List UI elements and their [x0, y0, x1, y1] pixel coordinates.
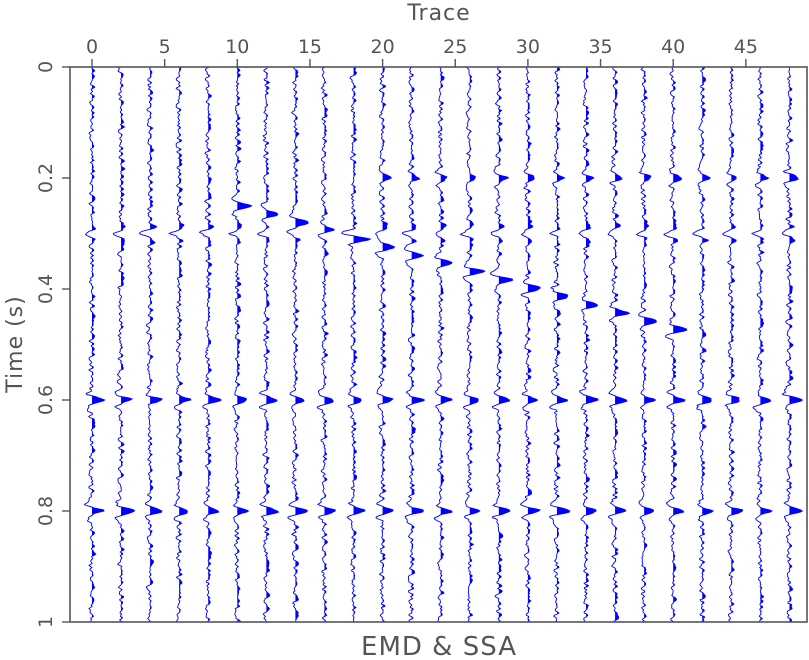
y-tick-label: 0.4 [35, 274, 57, 304]
trace-fill [789, 67, 803, 622]
trace-fill [644, 67, 657, 622]
y-tick-label: 0.6 [35, 385, 57, 415]
plot-frame [69, 66, 808, 623]
trace-fill [295, 67, 309, 622]
y-tick-label: 0.2 [35, 163, 57, 193]
ticks-layer: 0 5 10 15 20 25 30 35 40 45 0 0.2 0.4 0.6 0.8 1 [35, 36, 758, 628]
trace-fill [92, 67, 105, 622]
trace-fill [615, 67, 630, 622]
trace-fill [760, 67, 773, 622]
trace-fill [586, 67, 599, 622]
x-tick-label: 0 [86, 36, 98, 58]
chart-title: EMD & SSA [361, 632, 517, 660]
trace-fill [411, 67, 425, 622]
x-tick-label: 10 [225, 36, 249, 58]
trace-fill [440, 67, 453, 622]
trace-wiggle [138, 66, 163, 623]
y-tick-label: 0.8 [35, 496, 57, 526]
trace-fill [237, 67, 252, 622]
trace-fill [527, 67, 541, 622]
trace-wiggle [663, 66, 688, 623]
trace-fill [179, 67, 191, 622]
x-tick-label: 40 [661, 36, 685, 58]
y-tick-label: 0 [35, 61, 57, 73]
x-tick-label: 45 [734, 36, 758, 58]
trace-fill [731, 67, 743, 622]
x-tick-label: 30 [516, 36, 540, 58]
trace-wiggle [578, 66, 599, 623]
x-tick-label: 25 [443, 36, 467, 58]
traces-layer [83, 66, 804, 623]
trace-fill [556, 67, 570, 622]
trace-fill [353, 67, 371, 622]
trace-fill [382, 67, 395, 622]
trace-fill [324, 67, 336, 622]
trace-fill [673, 67, 687, 622]
x-tick-label: 5 [159, 36, 171, 58]
trace-fill [121, 67, 135, 622]
trace-fill [498, 67, 513, 622]
trace-wiggle [316, 66, 336, 623]
x-tick-label: 20 [371, 36, 395, 58]
trace-fill [469, 67, 485, 622]
trace-fill [208, 67, 222, 622]
trace-fill [150, 67, 163, 622]
trace-fill [266, 67, 279, 622]
y-tick-label: 1 [35, 616, 57, 628]
x-tick-label: 35 [588, 36, 612, 58]
x-tick-label: 15 [298, 36, 322, 58]
trace-fill [702, 67, 714, 622]
y-axis-title: Time (s) [3, 295, 28, 393]
x-axis-title: Trace [406, 1, 470, 26]
